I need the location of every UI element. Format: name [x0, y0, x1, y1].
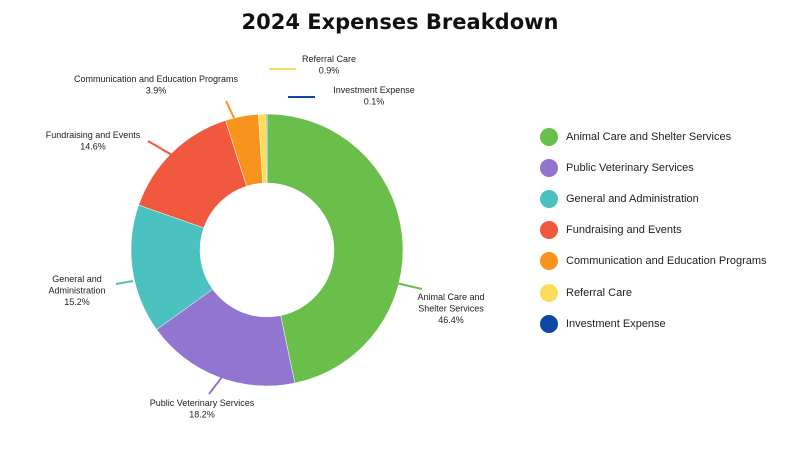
slice-label: Public Veterinary Services 18.2% — [150, 398, 255, 420]
slice-label: Fundraising and Events 14.6% — [46, 130, 141, 152]
legend-label: Referral Care — [566, 286, 633, 299]
legend-label: Investment Expense — [566, 317, 666, 330]
slice-labels: Animal Care and Shelter Services 46.4% Publ… — [46, 54, 485, 420]
leader-lines — [115, 68, 423, 395]
legend-label: Public Veterinary Services — [566, 161, 694, 174]
slice-label: Animal Care and Shelter Services 46.4% — [417, 292, 484, 325]
legend-label: Animal Care and Shelter Services — [566, 130, 732, 143]
legend: Animal Care and Shelter Services Public V… — [540, 121, 800, 339]
legend-item: Investment Expense — [540, 308, 800, 339]
slice-investment-expense — [265, 113, 268, 184]
legend-item: General and Administration — [540, 183, 800, 214]
legend-item: Communication and Education Programs — [540, 246, 800, 277]
leader-line — [225, 100, 235, 119]
leader-line — [115, 280, 134, 285]
legend-swatch — [540, 158, 558, 177]
legend-swatch — [540, 127, 558, 146]
slice-public-veterinary-services — [156, 288, 296, 387]
legend-swatch — [540, 252, 558, 271]
leader-line — [208, 376, 223, 395]
legend-item: Public Veterinary Services — [540, 152, 800, 183]
legend-swatch — [540, 314, 558, 333]
legend-item: Referral Care — [540, 277, 800, 308]
legend-label: Fundraising and Events — [566, 224, 682, 237]
legend-swatch — [540, 189, 558, 208]
slice-label: Referral Care 0.9% — [302, 54, 356, 76]
legend-item: Fundraising and Events — [540, 215, 800, 246]
leader-line — [395, 282, 423, 290]
legend-swatch — [540, 283, 558, 302]
slice-animal-care-and-shelter-services — [266, 113, 404, 384]
donut-slices — [130, 113, 404, 387]
legend-label: Communication and Education Programs — [566, 255, 767, 268]
chart-title: 2024 Expenses Breakdown — [241, 10, 559, 34]
legend-item: Animal Care and Shelter Services — [540, 121, 800, 152]
legend-swatch — [540, 221, 558, 240]
slice-label: Communication and Education Programs 3.9% — [74, 74, 239, 96]
slice-label: General and Administration 15.2% — [48, 274, 105, 307]
slice-label: Investment Expense 0.1% — [333, 85, 415, 107]
legend-label: General and Administration — [566, 192, 699, 205]
leader-line — [147, 140, 173, 156]
